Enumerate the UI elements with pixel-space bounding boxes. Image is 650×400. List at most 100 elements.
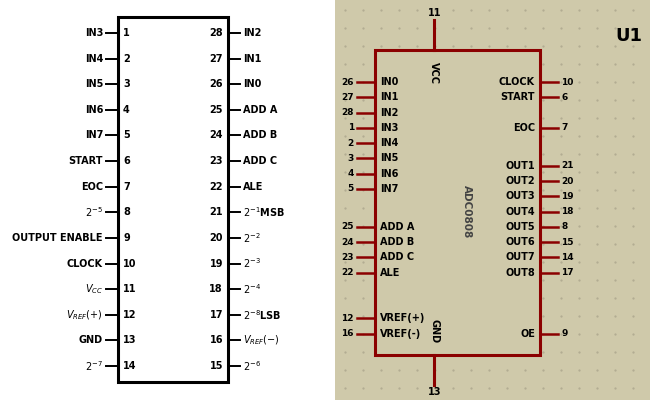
Bar [335, 0, 650, 400]
Text: $2^{-6}$: $2^{-6}$ [243, 359, 261, 373]
Text: 28: 28 [209, 28, 223, 38]
Text: ADD A: ADD A [243, 105, 278, 115]
Text: IN0: IN0 [380, 77, 398, 87]
Text: 23: 23 [341, 253, 354, 262]
Text: $2^{-2}$: $2^{-2}$ [243, 231, 261, 245]
Text: START: START [500, 92, 535, 102]
Text: 10: 10 [123, 258, 136, 268]
Text: 16: 16 [209, 335, 223, 345]
Text: VCC: VCC [430, 62, 439, 84]
Text: OUT8: OUT8 [505, 268, 535, 278]
Text: 20: 20 [209, 233, 223, 243]
Text: 15: 15 [561, 238, 573, 247]
Text: START: START [68, 156, 103, 166]
Text: 24: 24 [209, 130, 223, 140]
Text: OUT2: OUT2 [506, 176, 535, 186]
Text: 8: 8 [561, 222, 567, 231]
Text: VREF(-): VREF(-) [380, 329, 421, 339]
Bar [118, 17, 228, 382]
Text: 13: 13 [428, 387, 441, 397]
Text: IN0: IN0 [243, 79, 261, 89]
Text: $2^{-4}$: $2^{-4}$ [243, 282, 261, 296]
Text: 24: 24 [341, 238, 354, 247]
Text: IN1: IN1 [380, 92, 398, 102]
Text: 7: 7 [123, 182, 130, 192]
Text: OUT6: OUT6 [506, 237, 535, 247]
Text: IN3: IN3 [84, 28, 103, 38]
Text: 11: 11 [123, 284, 136, 294]
Text: ADC0808: ADC0808 [462, 185, 473, 238]
Text: OUT1: OUT1 [506, 161, 535, 171]
Text: ADD C: ADD C [243, 156, 277, 166]
Text: 3: 3 [348, 154, 354, 163]
Text: ADD A: ADD A [380, 222, 415, 232]
Text: IN7: IN7 [84, 130, 103, 140]
Text: OUT4: OUT4 [506, 207, 535, 217]
Text: 10: 10 [561, 78, 573, 86]
Text: 13: 13 [123, 335, 136, 345]
Text: 25: 25 [341, 222, 354, 231]
Text: 22: 22 [341, 268, 354, 277]
Text: 26: 26 [209, 79, 223, 89]
Text: $V_{REF}(-)$: $V_{REF}(-)$ [243, 334, 280, 347]
Text: OE: OE [520, 329, 535, 339]
Text: EOC: EOC [513, 123, 535, 133]
Text: 17: 17 [561, 268, 573, 277]
Text: 3: 3 [123, 79, 130, 89]
Text: $2^{-7}$: $2^{-7}$ [85, 359, 103, 373]
Text: 6: 6 [123, 156, 130, 166]
Text: IN6: IN6 [84, 105, 103, 115]
Text: OUT5: OUT5 [506, 222, 535, 232]
Text: 8: 8 [123, 207, 130, 217]
Text: 6: 6 [561, 93, 567, 102]
Text: OUT3: OUT3 [506, 192, 535, 202]
Text: 22: 22 [209, 182, 223, 192]
Text: 14: 14 [123, 361, 136, 371]
Text: 19: 19 [561, 192, 573, 201]
Text: $2^{-3}$: $2^{-3}$ [243, 257, 261, 270]
Text: 12: 12 [341, 314, 354, 323]
Text: 7: 7 [561, 123, 567, 132]
Text: 16: 16 [341, 329, 354, 338]
Text: 4: 4 [348, 169, 354, 178]
Text: 9: 9 [561, 329, 567, 338]
Text: CLOCK: CLOCK [67, 258, 103, 268]
Text: ALE: ALE [243, 182, 263, 192]
Text: 12: 12 [123, 310, 136, 320]
Text: 18: 18 [209, 284, 223, 294]
Text: $2^{-8}$LSB: $2^{-8}$LSB [243, 308, 281, 322]
Text: CLOCK: CLOCK [499, 77, 535, 87]
Text: EOC: EOC [81, 182, 103, 192]
Text: OUTPUT ENABLE: OUTPUT ENABLE [12, 233, 103, 243]
Text: 25: 25 [209, 105, 223, 115]
Text: IN2: IN2 [243, 28, 261, 38]
Text: IN1: IN1 [243, 54, 261, 64]
Text: 19: 19 [209, 258, 223, 268]
Text: 4: 4 [123, 105, 130, 115]
Text: 20: 20 [561, 177, 573, 186]
Text: ALE: ALE [380, 268, 400, 278]
Text: 1: 1 [348, 123, 354, 132]
Text: OUT7: OUT7 [506, 252, 535, 262]
Text: ADD C: ADD C [380, 252, 414, 262]
Text: ADD B: ADD B [243, 130, 278, 140]
Text: 27: 27 [209, 54, 223, 64]
Text: 1: 1 [123, 28, 130, 38]
Text: IN2: IN2 [380, 108, 398, 118]
Text: 28: 28 [341, 108, 354, 117]
Text: IN5: IN5 [84, 79, 103, 89]
Text: ADD B: ADD B [380, 237, 414, 247]
Text: 14: 14 [561, 253, 573, 262]
Text: 23: 23 [209, 156, 223, 166]
Text: U1: U1 [615, 27, 642, 45]
Text: 15: 15 [209, 361, 223, 371]
Text: IN4: IN4 [380, 138, 398, 148]
Text: 18: 18 [561, 207, 573, 216]
Text: VREF(+): VREF(+) [380, 314, 425, 323]
Text: 26: 26 [341, 78, 354, 86]
Text: 11: 11 [428, 8, 441, 18]
Text: $V_{REF}(+)$: $V_{REF}(+)$ [66, 308, 103, 322]
Text: 9: 9 [123, 233, 130, 243]
Text: GND: GND [79, 335, 103, 345]
Text: 21: 21 [561, 161, 573, 170]
